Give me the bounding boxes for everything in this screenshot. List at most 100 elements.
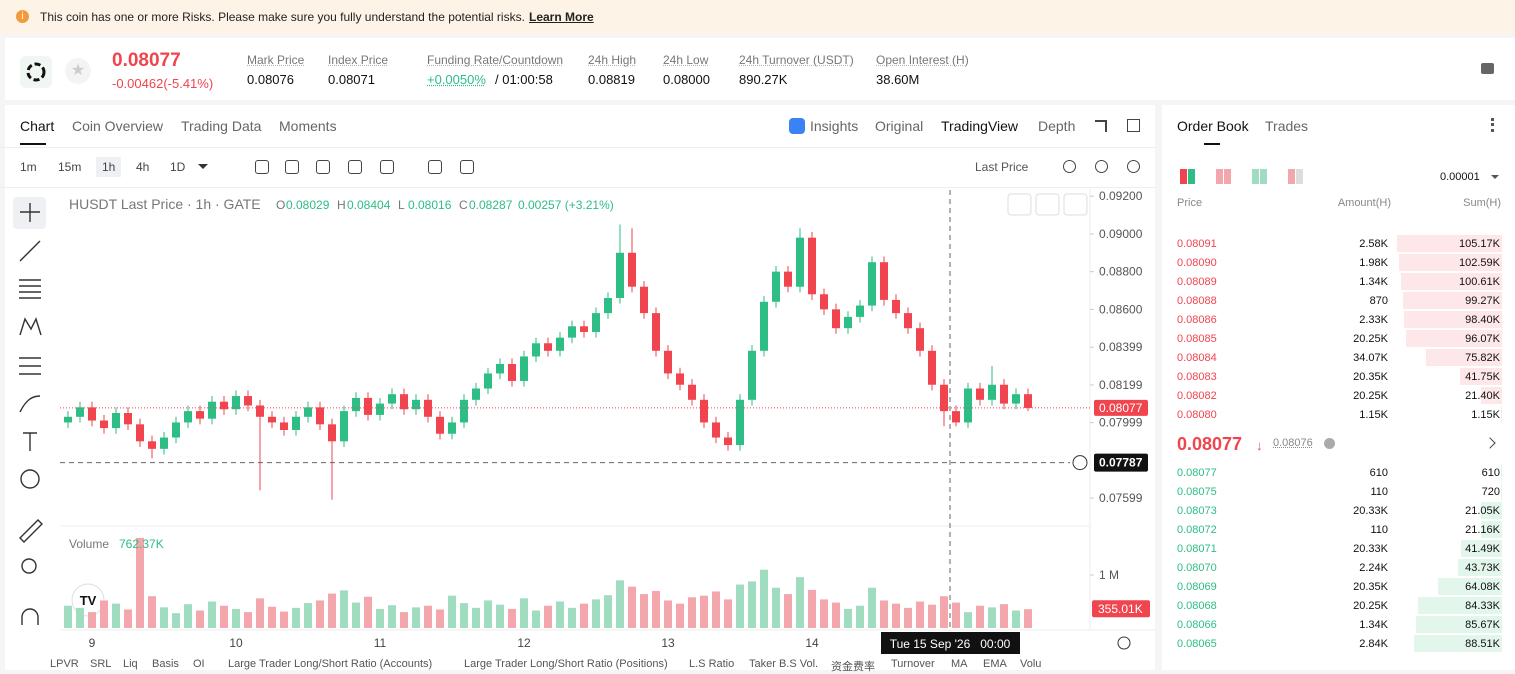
book-mode[interactable] <box>1188 169 1195 184</box>
volume-bar <box>820 599 828 628</box>
indicator[interactable]: L.S Ratio <box>689 658 735 670</box>
book-price[interactable]: 0.08068 <box>1177 600 1217 612</box>
book-price[interactable]: 0.08070 <box>1177 562 1217 574</box>
tool-fib[interactable] <box>19 357 41 375</box>
view-tab[interactable]: Depth <box>1038 118 1076 134</box>
collapse-btn[interactable] <box>1035 193 1060 216</box>
book-mode[interactable] <box>1224 169 1231 184</box>
book-price[interactable]: 0.08075 <box>1177 486 1217 498</box>
book-icon[interactable] <box>1481 63 1494 74</box>
scroll-down-btn[interactable] <box>1007 193 1032 216</box>
book-precision[interactable]: 0.00001 <box>1440 171 1480 183</box>
book-price[interactable]: 0.08072 <box>1177 524 1217 536</box>
book-price[interactable]: 0.08082 <box>1177 390 1217 402</box>
book-mode[interactable] <box>1260 169 1267 184</box>
tool-zoom[interactable] <box>21 558 37 574</box>
interval[interactable]: 1D <box>170 160 186 174</box>
indicator[interactable]: SRL <box>90 658 112 670</box>
toolbar-icon[interactable] <box>1095 160 1108 173</box>
tool-emoji[interactable] <box>20 469 40 489</box>
book-tab[interactable]: Order Book <box>1177 118 1249 134</box>
last-price-box <box>1094 399 1148 416</box>
book-mode[interactable] <box>1216 169 1223 184</box>
indicator[interactable]: Large Trader Long/Short Ratio (Accounts) <box>228 658 433 670</box>
tool-channels[interactable] <box>19 279 41 299</box>
tool-pattern[interactable] <box>19 317 42 336</box>
view-tab[interactable]: Insights <box>810 118 859 134</box>
book-price[interactable]: 0.08077 <box>1177 467 1217 479</box>
book-sum: 610 <box>1481 467 1500 479</box>
indicator[interactable]: 资金费率 <box>831 661 875 673</box>
book-price[interactable]: 0.08065 <box>1177 638 1217 650</box>
indicator[interactable]: OI <box>193 658 205 670</box>
tool-ruler[interactable] <box>19 519 43 543</box>
toolbar-icon[interactable] <box>1063 160 1076 173</box>
candle-body <box>832 309 840 329</box>
learn-more[interactable]: Learn More <box>529 10 594 24</box>
book-mode[interactable] <box>1252 169 1259 184</box>
indicator[interactable]: EMA <box>983 658 1007 670</box>
settings-icon[interactable] <box>1117 636 1131 650</box>
indicator[interactable]: LPVR <box>50 658 79 670</box>
volume-bar <box>400 612 408 628</box>
volume-bar <box>640 594 648 628</box>
toolbar-icon[interactable] <box>285 160 299 174</box>
toolbar-icon[interactable] <box>460 160 474 174</box>
book-price[interactable]: 0.08086 <box>1177 314 1217 326</box>
view-tab[interactable]: Original <box>875 118 924 134</box>
toolbar-icon[interactable] <box>316 160 330 174</box>
book-menu[interactable] <box>1491 118 1497 132</box>
interval[interactable]: 1m <box>20 160 37 174</box>
indicator[interactable]: Turnover <box>891 658 935 670</box>
indicator[interactable]: Liq <box>123 658 138 670</box>
toolbar-icon[interactable] <box>348 160 362 174</box>
tool-text[interactable] <box>23 432 37 451</box>
tool-brush[interactable] <box>19 395 41 413</box>
book-mode[interactable] <box>1288 169 1295 184</box>
interval-caret[interactable] <box>198 164 208 174</box>
tool-magnet[interactable] <box>21 608 39 625</box>
book-price[interactable]: 0.08085 <box>1177 333 1217 345</box>
indicator[interactable]: Volu <box>1020 658 1042 670</box>
expand-icon[interactable] <box>1095 120 1107 132</box>
book-price[interactable]: 0.08089 <box>1177 276 1217 288</box>
book-price[interactable]: 0.08083 <box>1177 371 1217 383</box>
book-price[interactable]: 0.08071 <box>1177 543 1217 555</box>
favorite-star[interactable]: ★ <box>65 58 91 84</box>
interval[interactable]: 4h <box>136 160 150 174</box>
chart-tab[interactable]: Moments <box>279 118 337 134</box>
book-price[interactable]: 0.08080 <box>1177 409 1217 421</box>
refresh-btn[interactable] <box>1063 193 1088 216</box>
tool-crosshair[interactable] <box>20 203 40 222</box>
candle-body <box>544 343 552 351</box>
precision-caret[interactable] <box>1491 175 1499 183</box>
book-price[interactable]: 0.08090 <box>1177 257 1217 269</box>
interval[interactable]: 15m <box>58 160 82 174</box>
logo-ring <box>26 62 46 82</box>
book-price[interactable]: 0.08073 <box>1177 505 1217 517</box>
window-icon[interactable] <box>1127 119 1140 132</box>
toolbar-icon[interactable] <box>380 160 394 174</box>
book-price[interactable]: 0.08066 <box>1177 619 1217 631</box>
indicator[interactable]: Basis <box>152 658 179 670</box>
book-mode[interactable] <box>1296 169 1303 184</box>
tool-line[interactable] <box>19 240 41 262</box>
chart-tab[interactable]: Trading Data <box>181 118 262 134</box>
view-tab[interactable]: TradingView <box>941 118 1019 134</box>
book-mode[interactable] <box>1180 169 1187 184</box>
toolbar-icon[interactable] <box>428 160 442 174</box>
chart-tab[interactable]: Chart <box>20 118 55 134</box>
book-price[interactable]: 0.08069 <box>1177 581 1217 593</box>
interval[interactable]: 1h <box>96 157 122 177</box>
indicator[interactable]: Large Trader Long/Short Ratio (Positions… <box>464 658 668 670</box>
price-type[interactable]: Last Price <box>975 160 1029 174</box>
indicator[interactable]: Taker B.S Vol. <box>749 658 819 670</box>
chart-tab[interactable]: Coin Overview <box>72 118 164 134</box>
toolbar-icon[interactable] <box>255 160 269 174</box>
book-price[interactable]: 0.08084 <box>1177 352 1217 364</box>
indicator[interactable]: MA <box>951 658 968 670</box>
book-tab[interactable]: Trades <box>1265 118 1309 134</box>
toolbar-icon[interactable] <box>1127 160 1140 173</box>
book-price[interactable]: 0.08088 <box>1177 295 1217 307</box>
book-price[interactable]: 0.08091 <box>1177 238 1217 250</box>
